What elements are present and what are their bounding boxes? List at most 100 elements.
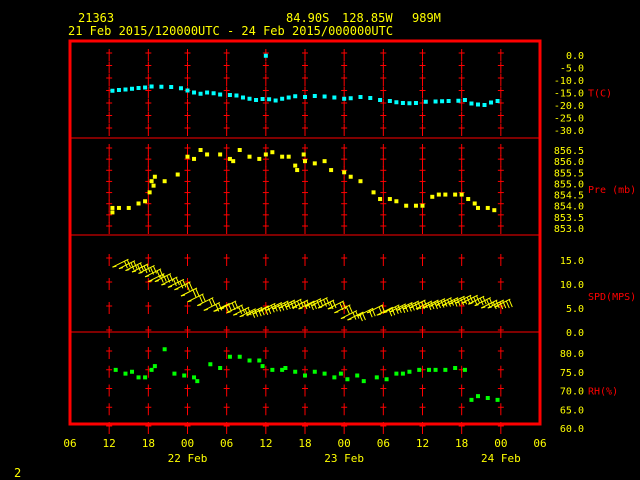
wind-barb-head — [154, 280, 159, 283]
panel-label-pres: Pre (mb) — [588, 185, 636, 196]
wind-barb-head — [161, 283, 166, 286]
x-tick-label: 00 — [494, 437, 507, 450]
temp-point — [440, 99, 445, 104]
wind-barb-head — [180, 294, 186, 297]
wind-barb-staff — [291, 299, 309, 309]
x-tick-label: 06 — [63, 437, 76, 450]
temp-point — [130, 86, 135, 91]
wind-barb-flag — [179, 281, 184, 289]
rh-point — [152, 364, 157, 369]
rh-point — [136, 375, 141, 380]
pres-point — [413, 203, 418, 208]
temp-point — [185, 88, 190, 93]
wind-barb-flag — [361, 312, 366, 321]
footer-mark: 2 — [14, 466, 21, 480]
wind-barb — [144, 268, 164, 278]
wind-barb-flag — [495, 300, 500, 309]
wind-barb-head — [203, 308, 208, 311]
wind-barb-staff — [467, 295, 485, 305]
wind-barb-staff — [259, 302, 276, 312]
station-id: 21363 — [78, 11, 114, 25]
wind-barb-head — [461, 301, 466, 304]
temp-point — [358, 95, 363, 99]
rh-point — [312, 369, 317, 374]
wind-barb-staff — [435, 297, 452, 307]
y-tick-label: 60.0 — [560, 424, 584, 435]
wind-barb-staff — [415, 300, 433, 310]
grid-crosses — [106, 49, 504, 434]
wind-barb-flag — [391, 308, 396, 316]
wind-barb-flag — [195, 288, 200, 297]
rh-point — [469, 397, 474, 402]
wind-barb-staff — [376, 306, 394, 316]
pres-point — [371, 190, 376, 195]
wind-barb-head — [474, 304, 479, 307]
y-tick-label: 10.0 — [560, 280, 584, 291]
y-tick-label: 5.0 — [566, 304, 584, 315]
wind-barb — [161, 276, 180, 287]
wind-barb-staff — [112, 258, 129, 268]
rh-point — [485, 396, 490, 400]
pres-point — [472, 201, 477, 206]
x-tick-label: 12 — [103, 437, 116, 450]
wind-barb-staff — [396, 301, 413, 311]
temp-point — [312, 94, 317, 98]
x-date-label: 22 Feb — [168, 452, 208, 465]
wind-barb-head — [402, 307, 408, 310]
rh-point — [303, 373, 307, 378]
temp-point — [263, 53, 268, 58]
y-tick-label: 75.0 — [560, 368, 584, 379]
pres-point — [218, 152, 223, 157]
temp-point — [280, 96, 285, 101]
wind-barb-staff — [334, 304, 351, 314]
pres-point — [329, 168, 334, 173]
wind-barb — [311, 297, 330, 307]
wind-barb-flag — [208, 299, 213, 307]
wind-barb-staff — [272, 300, 289, 310]
rh-point — [400, 371, 405, 376]
y-tick-labels: 0.0 -5.0-10.0 -15.0-20.0 -25.0-30.0 856.5856… — [554, 51, 584, 435]
temp-point — [400, 101, 405, 105]
wind-barb — [226, 304, 246, 314]
y-tick-label: 855.0 — [554, 179, 584, 190]
wind-barb-staff — [298, 300, 315, 310]
wind-barb-flag — [192, 289, 197, 298]
wind-barb-flag — [489, 298, 494, 306]
y-tick-label: 0.0 — [566, 328, 584, 339]
pres-point — [475, 205, 480, 210]
wind-barb-head — [125, 269, 130, 272]
wind-barb-staff — [278, 299, 296, 309]
x-date-label: 24 Feb — [481, 452, 521, 465]
wind-barb-head — [226, 311, 231, 314]
wind-barb-head — [311, 304, 316, 307]
wind-barb-staff — [461, 294, 478, 304]
wind-barb-staff — [174, 281, 191, 291]
temp-point — [267, 97, 272, 102]
rh-point — [162, 347, 167, 352]
pres-point — [312, 161, 317, 166]
wind-barb-head — [246, 313, 251, 316]
temp-point — [293, 94, 298, 99]
rh-point — [270, 367, 275, 372]
wind-barb-staff — [125, 262, 142, 272]
wind-barb-head — [278, 306, 284, 309]
rh-point — [453, 366, 458, 370]
temp-point — [368, 96, 373, 100]
rh-point — [227, 354, 232, 359]
wind-barb — [376, 306, 396, 317]
temp-point — [247, 96, 252, 101]
temp-point — [378, 98, 383, 102]
rh-point — [172, 371, 177, 376]
wind-barb-staff — [187, 293, 204, 303]
wind-barb — [154, 273, 174, 283]
wind-barb-head — [441, 304, 447, 307]
wind-barb — [487, 299, 507, 310]
x-tick-label: 00 — [181, 437, 194, 450]
wind-barb-head — [376, 313, 381, 316]
wind-barb-staff — [246, 306, 263, 316]
x-tick-label: 00 — [338, 437, 351, 450]
pres-point — [192, 156, 197, 161]
wind-barb-flag — [326, 298, 330, 306]
wind-barb-head — [468, 302, 473, 305]
station-elev: 989M — [412, 11, 441, 25]
